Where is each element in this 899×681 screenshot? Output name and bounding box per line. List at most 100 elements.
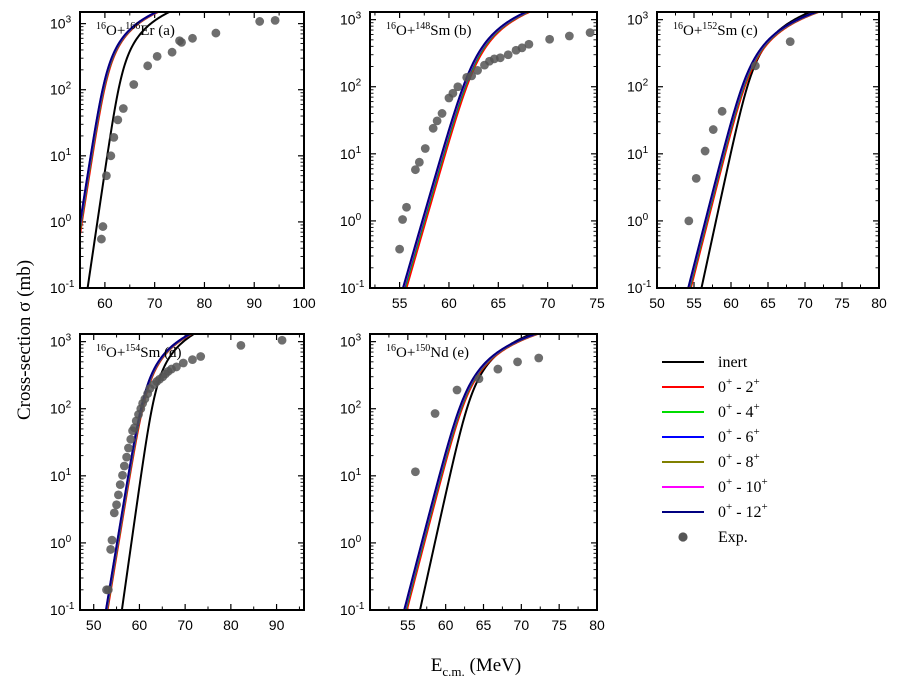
legend-label: inert: [718, 354, 748, 371]
x-tick-label: 100: [292, 295, 316, 311]
exp-point: [101, 171, 111, 181]
x-tick-label: 60: [438, 617, 454, 633]
y-tick-label: 103: [50, 333, 72, 350]
y-tick-label: 102: [340, 78, 362, 95]
x-axis-title: Ec.m. (MeV): [431, 655, 521, 679]
exp-point: [395, 244, 405, 254]
x-tick-label: 80: [871, 295, 887, 311]
exp-point: [493, 364, 503, 374]
x-tick-label: 70: [514, 617, 530, 633]
exp-point: [517, 43, 527, 53]
exp-point: [109, 508, 119, 518]
legend-label: 0+ - 10+: [718, 476, 768, 496]
panel-label-e: 16O+150Nd (e): [386, 343, 469, 361]
exp-point: [432, 116, 442, 126]
exp-point: [751, 61, 760, 71]
exp-points-b: [395, 28, 595, 254]
y-tick-label: 103: [50, 15, 72, 32]
exp-point: [453, 82, 463, 92]
panel-c: 50 55 60 65 70 75 80 10-1 100 101 102 103 16O+152Sm …: [627, 11, 887, 311]
panel-frame: [79, 333, 305, 611]
x-tick-label: 75: [551, 617, 567, 633]
legend-label: Exp.: [718, 529, 748, 546]
y-tick-label: 103: [340, 11, 362, 28]
exp-points-a: [97, 15, 280, 244]
panels: 60 70 80 90 100 10-1 100 101 102 103 16O+166Er (a)…: [50, 11, 887, 633]
y-tick-label: 10-1: [340, 279, 365, 296]
exp-point: [114, 490, 123, 500]
x-axis-title-rest: (MeV): [465, 655, 521, 676]
x-tick-label: 55: [392, 295, 408, 311]
panel-frame: [369, 333, 598, 611]
exp-point: [126, 434, 136, 444]
panel-e: 55 60 65 70 75 80 10-1 100 101 102 103 16O+150Nd (e…: [340, 333, 605, 633]
legend-item-4: 0+ - 4+: [662, 401, 760, 421]
curve-inert: [86, 12, 172, 288]
x-tick-label: 55: [400, 617, 416, 633]
exp-point: [691, 174, 701, 183]
exp-point: [503, 50, 513, 60]
y-tick-label: 101: [50, 467, 72, 484]
x-tick-label: 60: [132, 617, 148, 633]
exp-point: [474, 374, 484, 384]
exp-point: [118, 104, 128, 113]
exp-points-e: [411, 353, 544, 477]
exp-point: [513, 357, 522, 367]
x-tick-label: 90: [246, 295, 262, 311]
y-tick-label: 103: [340, 333, 362, 350]
exp-point: [473, 66, 482, 75]
curves-a: [80, 12, 172, 288]
exp-point: [524, 39, 534, 49]
legend-item-exp: Exp.: [678, 529, 748, 546]
y-tick-label: 100: [340, 534, 362, 551]
curve-0-12: [403, 334, 539, 610]
panel-frame: [79, 11, 305, 289]
curve-0-12: [401, 12, 529, 288]
y-tick-label: 103: [627, 11, 649, 28]
exp-points-d: [102, 335, 287, 595]
exp-point: [564, 31, 574, 41]
exp-point: [196, 352, 206, 361]
exp-point: [255, 17, 265, 26]
exp-point: [236, 340, 246, 350]
ticks-e: 55 60 65 70 75 80 10-1 100 101 102 103: [340, 333, 605, 633]
exp-point: [107, 535, 117, 545]
legend-item-6: 0+ - 6+: [662, 426, 760, 446]
x-tick-label: 75: [589, 295, 605, 311]
y-tick-label: 101: [340, 145, 362, 162]
x-tick-label: 50: [649, 295, 665, 311]
exp-point: [112, 500, 121, 510]
exp-point: [684, 216, 694, 226]
exp-point: [437, 109, 447, 118]
panel-frame: [369, 11, 598, 289]
y-tick-label: 102: [50, 400, 72, 417]
y-tick-label: 100: [50, 534, 72, 551]
panel-label-b: 16O+148Sm (b): [386, 21, 472, 39]
exp-point: [178, 358, 188, 368]
exp-point: [143, 61, 153, 71]
curve-0-12: [104, 334, 193, 610]
curve-0-12: [687, 12, 820, 288]
exp-point: [411, 165, 420, 175]
exp-point: [534, 353, 544, 363]
exp-point: [411, 467, 420, 477]
curve-0-12: [80, 12, 159, 224]
y-tick-label: 10-1: [627, 279, 652, 296]
exp-point: [188, 33, 197, 43]
x-axis-title-main: E: [431, 655, 443, 676]
x-tick-label: 70: [147, 295, 163, 311]
y-tick-label: 101: [627, 145, 649, 162]
exp-point: [106, 545, 116, 554]
panel-d: 50 60 70 80 90 10-1 100 101 102 103 16O+154Sm (d): [50, 333, 305, 633]
legend-item-2: 0+ - 2+: [662, 376, 760, 396]
y-tick-label: 10-1: [50, 279, 75, 296]
x-tick-label: 80: [197, 295, 213, 311]
y-tick-label: 102: [50, 81, 72, 98]
ticks-c: 50 55 60 65 70 75 80 10-1 100 101 102 103: [627, 11, 887, 311]
panel-label-a: 16O+166Er (a): [96, 21, 175, 39]
legend-marker: [678, 532, 688, 542]
exp-point: [467, 71, 477, 81]
exp-point: [118, 470, 127, 480]
y-tick-label: 100: [627, 212, 649, 229]
